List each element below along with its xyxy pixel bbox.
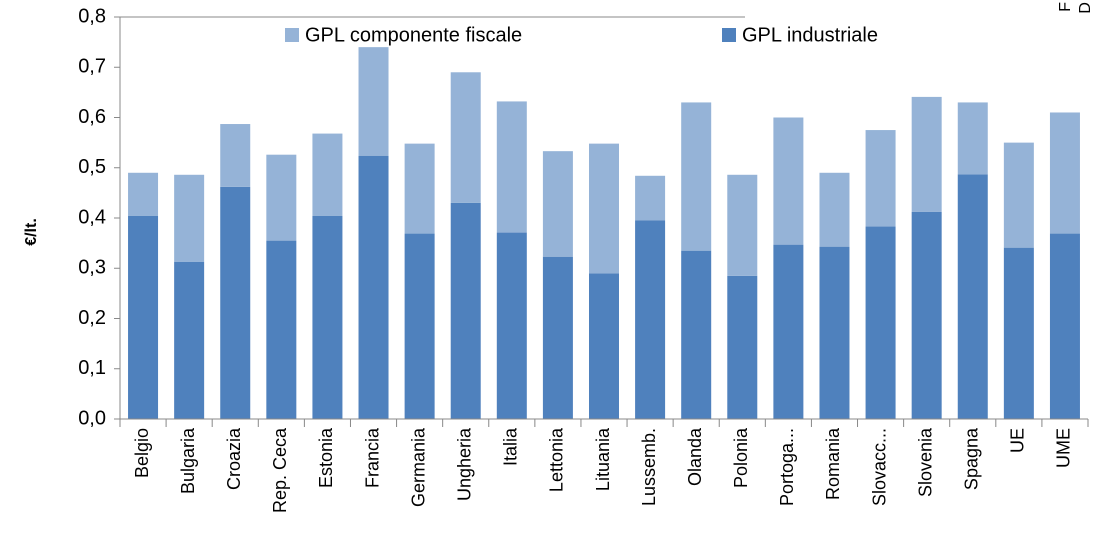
x-tick-label: Spagna bbox=[962, 427, 982, 490]
x-tick-label: Germania bbox=[408, 427, 428, 507]
y-tick-label: 0,6 bbox=[78, 106, 106, 128]
x-tick-label: Francia bbox=[362, 427, 382, 488]
bar-segment bbox=[589, 273, 619, 419]
bar-segment bbox=[266, 240, 297, 419]
bar-segment bbox=[404, 143, 435, 234]
x-tick-label: Lettonia bbox=[547, 427, 567, 492]
bar-segment bbox=[358, 155, 389, 419]
y-tick-label: 0,7 bbox=[78, 56, 106, 78]
x-tick-label: Slovacc... bbox=[869, 428, 889, 506]
bar-segment bbox=[404, 233, 435, 419]
bar-segment bbox=[727, 275, 758, 419]
bar-segment bbox=[220, 124, 251, 187]
bar-segment bbox=[312, 215, 343, 419]
bar-segment bbox=[1049, 112, 1080, 234]
bar-segment bbox=[542, 151, 573, 257]
bar-segment bbox=[957, 102, 988, 175]
legend-swatch bbox=[285, 28, 299, 42]
x-tick-label: Ungheria bbox=[454, 427, 474, 501]
x-tick-label: Italia bbox=[501, 427, 521, 466]
y-tick-label: 0,5 bbox=[78, 156, 106, 178]
bar-segment bbox=[450, 202, 481, 419]
bar-segment bbox=[819, 246, 850, 419]
bar-segment bbox=[589, 143, 619, 274]
x-tick-label: Slovenia bbox=[915, 427, 935, 497]
x-tick-label: Lituania bbox=[593, 427, 613, 491]
bar-segment bbox=[773, 117, 804, 245]
x-tick-label: Portoga... bbox=[777, 428, 797, 506]
bar-segment bbox=[450, 72, 481, 203]
x-tick-label: Rep. Ceca bbox=[270, 427, 290, 513]
x-tick-label: Olanda bbox=[685, 427, 705, 486]
bar-segment bbox=[496, 232, 527, 419]
side-note: D bbox=[1077, 2, 1093, 14]
bar-segment bbox=[174, 174, 205, 262]
y-tick-label: 0,0 bbox=[78, 407, 106, 429]
x-tick-label: Croazia bbox=[224, 427, 244, 490]
y-tick-label: 0,4 bbox=[78, 206, 106, 228]
bar-segment bbox=[1003, 247, 1034, 419]
bar-segment bbox=[957, 174, 988, 419]
x-tick-label: Estonia bbox=[316, 427, 336, 488]
bar-segment bbox=[819, 172, 850, 247]
bar-segment bbox=[542, 256, 573, 419]
bar-segment bbox=[911, 96, 942, 212]
side-note: F bbox=[1057, 2, 1074, 12]
bar-segment bbox=[496, 101, 527, 233]
bar-segment bbox=[635, 175, 666, 221]
bar-segment bbox=[865, 226, 896, 419]
bar-segment bbox=[911, 211, 942, 419]
bar-segment bbox=[220, 186, 251, 419]
bar-segment bbox=[681, 102, 712, 251]
y-tick-label: 0,3 bbox=[78, 257, 106, 279]
x-tick-label: UE bbox=[1008, 428, 1028, 453]
bar-segment bbox=[635, 220, 666, 419]
bar-segment bbox=[128, 172, 159, 216]
bar-segment bbox=[681, 250, 712, 419]
x-tick-label: Polonia bbox=[731, 427, 751, 488]
x-tick-label: Belgio bbox=[132, 428, 152, 478]
bar-segment bbox=[1049, 233, 1080, 419]
y-tick-label: 0,2 bbox=[78, 307, 106, 329]
y-axis-label: €/lt. bbox=[23, 218, 40, 246]
y-tick-label: 0,1 bbox=[78, 357, 106, 379]
bar-segment bbox=[865, 130, 896, 227]
x-tick-label: Bulgaria bbox=[178, 427, 198, 494]
bar-segment bbox=[174, 261, 205, 419]
x-tick-label: Romania bbox=[823, 427, 843, 500]
bar-segment bbox=[727, 174, 758, 276]
bar-segment bbox=[773, 244, 804, 419]
x-tick-label: UME bbox=[1054, 428, 1074, 468]
bar-segment bbox=[1003, 142, 1034, 248]
legend-swatch bbox=[722, 28, 736, 42]
bar-segment bbox=[266, 154, 297, 241]
x-tick-label: Lussemb. bbox=[639, 428, 659, 506]
bar-segment bbox=[128, 215, 159, 419]
y-tick-label: 0,8 bbox=[78, 5, 106, 27]
bar-segment bbox=[312, 133, 343, 216]
bar-segment bbox=[358, 47, 389, 156]
legend-label: GPL industriale bbox=[742, 24, 878, 46]
legend-label: GPL componente fiscale bbox=[305, 24, 522, 46]
